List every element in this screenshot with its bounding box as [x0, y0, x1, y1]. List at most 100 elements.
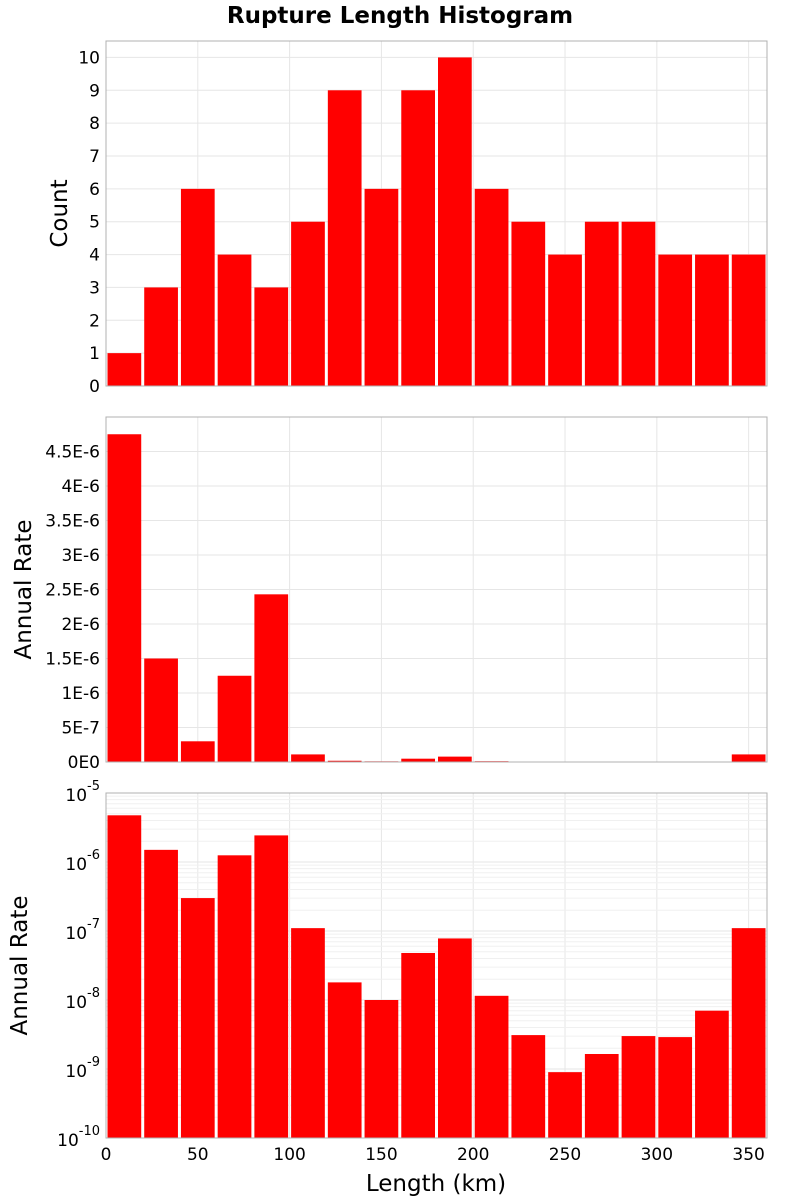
panel-1: 0 1 2 3 4 5 6 7 8 9 10 Count — [47, 40, 768, 397]
y-tick-label: 2 — [89, 311, 100, 331]
histogram-bar — [364, 188, 399, 386]
histogram-bar — [217, 254, 252, 386]
y-tick-label: 6 — [89, 180, 100, 200]
histogram-bar — [180, 188, 215, 386]
y-tick-label: 0 — [89, 377, 100, 397]
histogram-bar — [438, 756, 472, 762]
histogram-bar — [144, 658, 178, 762]
panel-3: 10-10 10-9 10-8 10-7 10-6 10-5 Annual Rate — [7, 779, 768, 1151]
y-tick-label: 9 — [89, 81, 100, 101]
histogram-bar — [327, 760, 362, 762]
histogram-bar — [731, 254, 766, 386]
histogram-bar — [511, 221, 546, 386]
y-tick-label: 0E0 — [68, 753, 100, 773]
histogram-bar — [291, 928, 325, 1138]
histogram-bar — [254, 594, 289, 762]
histogram-bar — [621, 1036, 656, 1138]
y-tick-label: 1E-6 — [61, 684, 100, 704]
panel-3-bars — [107, 815, 766, 1138]
histogram-bar — [327, 982, 362, 1138]
y-tick-label: 4E-6 — [61, 477, 100, 497]
panel-1-gridlines — [105, 41, 767, 387]
histogram-bar — [731, 754, 766, 762]
histogram-bar — [401, 952, 435, 1138]
y-tick-label: 7 — [89, 147, 100, 167]
y-axis-label: Annual Rate — [7, 896, 33, 1036]
y-tick-label: 10 — [78, 48, 100, 68]
y-tick-label: 10-6 — [65, 848, 100, 875]
x-tick-label: 150 — [365, 1145, 397, 1165]
y-tick-label: 10-10 — [57, 1124, 100, 1151]
x-axis-label: Length (km) — [366, 1171, 506, 1197]
histogram-bar — [474, 188, 509, 386]
panel-3-y-ticks: 10-10 10-9 10-8 10-7 10-6 10-5 — [57, 779, 100, 1151]
histogram-bar — [254, 835, 289, 1138]
histogram-bar — [107, 353, 142, 386]
histogram-bar — [548, 254, 582, 386]
histogram-bar — [217, 855, 252, 1138]
histogram-bar — [548, 1072, 582, 1138]
histogram-bar — [327, 90, 362, 387]
y-tick-label: 3 — [89, 278, 100, 298]
panel-2-frame — [105, 416, 768, 763]
y-tick-label: 10-5 — [65, 779, 100, 806]
histogram-bar — [401, 90, 435, 387]
histogram-bar — [364, 1000, 399, 1138]
y-tick-label: 5E-7 — [61, 719, 100, 739]
y-tick-label: 2.5E-6 — [45, 581, 100, 601]
y-tick-label: 3E-6 — [61, 546, 100, 566]
histogram-bar — [144, 849, 178, 1138]
y-tick-label: 10-7 — [65, 917, 100, 944]
y-tick-label: 4 — [89, 246, 100, 266]
histogram-bar — [401, 758, 435, 762]
histogram-bar — [180, 741, 215, 762]
histogram-bar — [731, 928, 766, 1138]
y-axis-label: Annual Rate — [11, 520, 37, 660]
x-tick-label: 100 — [273, 1145, 305, 1165]
y-tick-label: 2E-6 — [61, 615, 100, 635]
histogram-bar — [511, 1035, 546, 1138]
panel-1-y-ticks: 0 1 2 3 4 5 6 7 8 9 10 — [78, 48, 100, 397]
histogram-bar — [438, 57, 472, 387]
histogram-bar — [291, 221, 325, 386]
y-axis-label: Count — [47, 179, 73, 247]
panel-2-gridlines — [105, 417, 767, 763]
panel-2-y-ticks: 0E0 5E-7 1E-6 1.5E-6 2E-6 2.5E-6 3E-6 3.5E-6 4E-… — [45, 443, 100, 774]
panel-2: 0E0 5E-7 1E-6 1.5E-6 2E-6 2.5E-6 3E-6 3.5E-6 4E-… — [11, 416, 768, 774]
y-tick-label: 4.5E-6 — [45, 443, 100, 463]
x-tick-label: 0 — [101, 1145, 112, 1165]
histogram-bar — [107, 815, 142, 1138]
x-tick-label: 350 — [732, 1145, 764, 1165]
histogram-bar — [254, 287, 289, 386]
x-tick-label: 200 — [457, 1145, 489, 1165]
y-tick-label: 1 — [89, 344, 100, 364]
x-tick-label: 50 — [187, 1145, 209, 1165]
x-axis: 0 50 100 150 200 250 300 350 — [101, 1145, 765, 1165]
histogram-bar — [217, 675, 252, 762]
histogram-bar — [658, 254, 693, 386]
histogram-bar — [695, 254, 729, 386]
panel-3-frame — [105, 792, 768, 1139]
histogram-bar — [621, 221, 656, 386]
y-tick-label: 5 — [89, 213, 100, 233]
histogram-bar — [291, 754, 325, 762]
chart-title: Rupture Length Histogram — [227, 3, 573, 29]
histogram-bar — [474, 995, 509, 1138]
chart-panels: 0 1 2 3 4 5 6 7 8 9 10 Count 0E0 5E-7 1E-6 1.5E-6 2E-6 2.… — [7, 40, 768, 1151]
y-tick-label: 1.5E-6 — [45, 650, 100, 670]
y-tick-label: 8 — [89, 114, 100, 134]
x-tick-label: 250 — [549, 1145, 581, 1165]
y-tick-label: 10-9 — [65, 1055, 100, 1082]
histogram-bar — [584, 221, 619, 386]
histogram-bar — [438, 938, 472, 1138]
panel-3-gridlines — [105, 792, 767, 1139]
panel-1-frame — [105, 40, 768, 387]
histogram-bar — [107, 434, 142, 762]
histogram-bar — [658, 1037, 693, 1138]
panel-1-bars — [107, 57, 766, 387]
histogram-bar — [695, 1010, 729, 1138]
histogram-bar — [144, 287, 178, 386]
y-tick-label: 10-8 — [65, 986, 100, 1013]
